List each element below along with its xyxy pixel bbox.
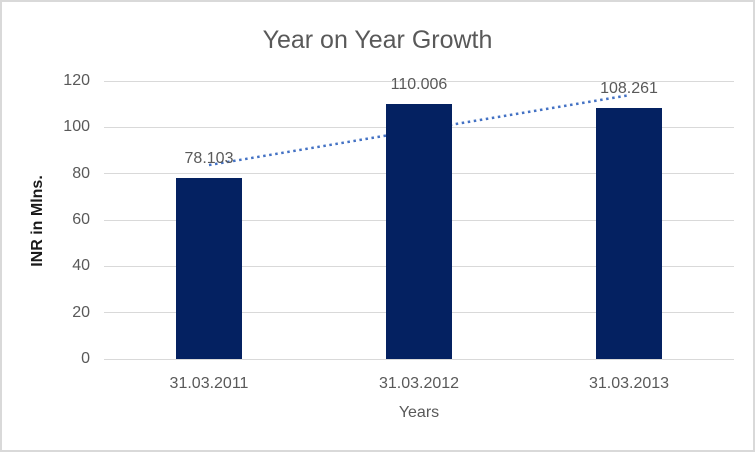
gridline [104,358,734,360]
y-tick-label: 100 [63,118,90,136]
y-tick-label: 40 [72,257,90,275]
bar [176,178,242,359]
data-label: 108.261 [600,80,658,98]
category-label: 31.03.2011 [169,375,249,392]
trendline [208,93,630,167]
y-tick-label: 0 [81,350,90,367]
category-label: 31.03.2013 [588,375,670,392]
data-label: 110.006 [390,76,448,94]
data-labels-layer: 78.103 110.006 108.261 [104,76,734,359]
y-axis-tick-labels: 0 20 40 60 80 100 120 [42,72,90,367]
trendline-path [208,93,630,167]
bar [596,108,662,359]
bar-series-layer [104,81,734,359]
category-label: 31.03.2012 [378,375,460,392]
x-axis-category-labels: 31.03.2011 31.03.2012 31.03.2013 [104,374,734,394]
y-tick-label: 80 [72,164,90,182]
chart-title: Year on Year Growth [262,26,493,54]
bar [386,104,452,359]
gridline [104,80,734,82]
y-tick-label: 20 [72,303,90,321]
y-tick-label: 120 [63,72,90,89]
x-axis-title: Years [398,404,440,421]
plot-area: 78.103 110.006 108.261 [104,76,734,360]
y-tick-label: 60 [72,211,90,228]
data-label: 78.103 [184,150,234,168]
